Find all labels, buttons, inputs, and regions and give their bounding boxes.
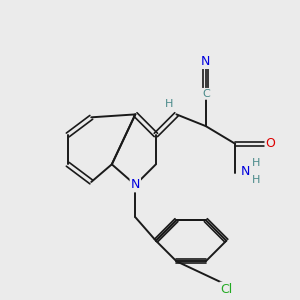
Text: H: H bbox=[165, 99, 173, 109]
Text: C: C bbox=[202, 89, 210, 99]
Text: O: O bbox=[266, 137, 275, 150]
Text: H: H bbox=[252, 176, 260, 185]
Text: H: H bbox=[252, 158, 260, 168]
Text: N: N bbox=[201, 55, 211, 68]
Text: N: N bbox=[130, 178, 140, 191]
Text: N: N bbox=[241, 165, 250, 178]
Text: Cl: Cl bbox=[220, 283, 232, 296]
